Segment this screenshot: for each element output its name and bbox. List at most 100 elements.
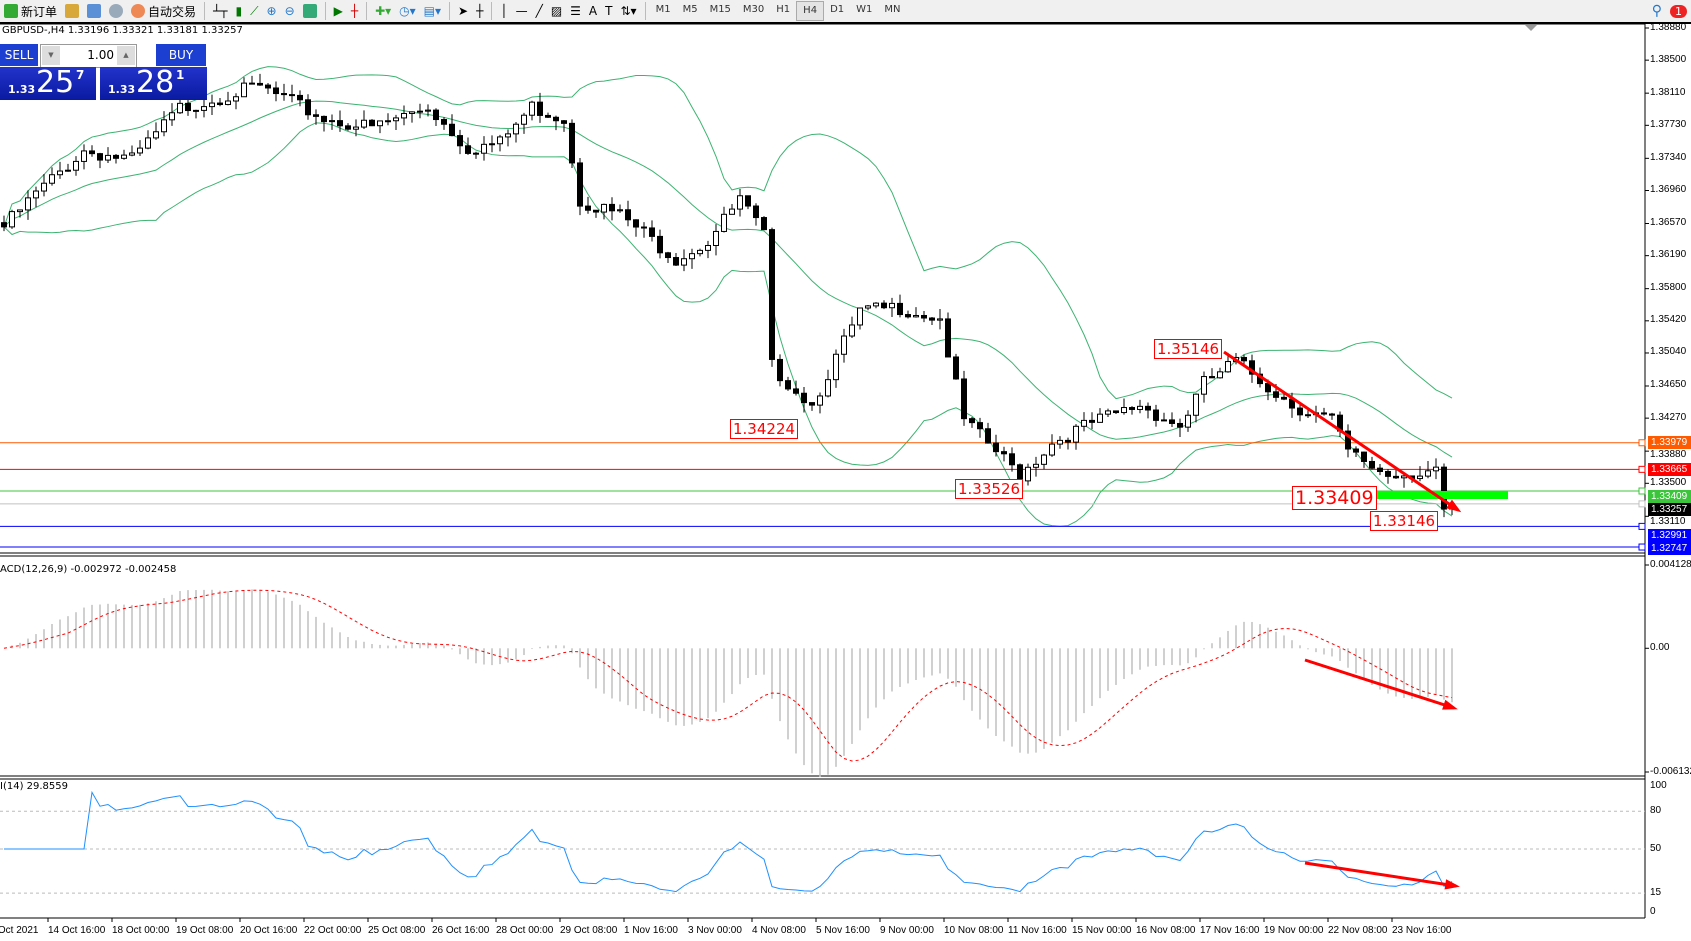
candle-body <box>33 190 39 199</box>
rsi-trend-arrow-head <box>1444 879 1460 890</box>
candle-body <box>1057 439 1063 445</box>
bar-chart-button[interactable]: ┴┬ <box>209 1 231 21</box>
price-tick-label: 1.35040 <box>1650 346 1687 358</box>
candle-body <box>1273 391 1279 398</box>
candle-body <box>721 213 727 232</box>
candle-body <box>145 137 151 149</box>
candle-body <box>841 335 847 355</box>
channel-button[interactable]: ▨ <box>547 1 566 21</box>
lot-size-input[interactable]: 1.00 <box>87 48 114 62</box>
timeframe-mn[interactable]: MN <box>884 4 901 15</box>
chart-shift-button[interactable]: ┼ <box>347 1 362 21</box>
timeframe-h4[interactable]: H4 <box>796 1 825 21</box>
candle-body <box>89 150 95 155</box>
candle-body <box>321 115 327 123</box>
text-label-icon: T <box>605 4 613 18</box>
candle-body <box>993 442 999 453</box>
text-button[interactable]: A <box>585 1 601 21</box>
text-label-button[interactable]: T <box>601 1 616 21</box>
candle-body <box>577 162 583 207</box>
macd-trend-arrow <box>1304 658 1455 710</box>
candle-body <box>1441 466 1447 510</box>
timeframe-m1[interactable]: M1 <box>655 4 671 15</box>
time-axis-label: 4 Nov 08:00 <box>752 925 806 936</box>
toolbar: 新订单 自动交易 ┴┬ ▮ ⟋ ⊕ ⊖ ▶ ┼ ✚▾ ◷▾ ▤▾ ➤ ┼ │ —… <box>0 0 1691 24</box>
sell-button[interactable]: SELL <box>0 44 38 66</box>
candle-body <box>1081 419 1087 427</box>
candle-body <box>865 305 871 309</box>
candle-body <box>801 392 807 404</box>
candle-body <box>913 314 919 318</box>
candle-body <box>1001 451 1007 455</box>
candle-body <box>1065 439 1071 443</box>
candle-body <box>1089 419 1095 423</box>
candle-body <box>353 126 359 130</box>
horizontal-line-button[interactable]: — <box>512 1 532 21</box>
auto-trading-button[interactable]: 自动交易 <box>127 1 200 21</box>
candle-body <box>1353 448 1359 453</box>
bar-chart-icon: ┴┬ <box>213 4 228 18</box>
time-axis-label: 29 Oct 08:00 <box>560 925 618 936</box>
cursor-button[interactable]: ➤ <box>454 1 472 21</box>
candle-body <box>1113 410 1119 414</box>
zoom-out-button[interactable]: ⊖ <box>281 1 299 21</box>
candle-body <box>129 152 135 156</box>
candle-body <box>793 388 799 394</box>
candle-body <box>1185 414 1191 428</box>
candle-body <box>529 101 535 116</box>
timeframe-m5[interactable]: M5 <box>682 4 698 15</box>
time-axis-label: 22 Nov 08:00 <box>1328 925 1388 936</box>
timeframe-m30[interactable]: M30 <box>742 4 765 15</box>
line-chart-button[interactable]: ⟋ <box>246 1 262 21</box>
candle-body <box>1369 460 1375 469</box>
navigator-button[interactable] <box>61 1 83 21</box>
vertical-line-button[interactable]: │ <box>496 1 511 21</box>
candle-chart-button[interactable]: ▮ <box>231 1 246 21</box>
time-axis-label: 25 Oct 08:00 <box>368 925 426 936</box>
terminal-button[interactable] <box>83 1 105 21</box>
candle-body <box>1153 409 1159 421</box>
time-axis-label: 14 Oct 16:00 <box>48 925 106 936</box>
candle-body <box>625 209 631 221</box>
buy-button[interactable]: BUY <box>156 44 206 66</box>
candle-body <box>1377 467 1383 472</box>
lot-increase-button[interactable]: ▲ <box>117 46 135 65</box>
new-order-button[interactable]: 新订单 <box>0 1 61 21</box>
periods-button[interactable]: ◷▾ <box>395 1 420 21</box>
candle-body <box>1033 463 1039 468</box>
sell-price-box[interactable]: 1.33 25 7 <box>0 65 96 100</box>
tile-windows-button[interactable] <box>299 1 321 21</box>
auto-trading-icon <box>131 4 146 18</box>
time-axis-label: 10 Nov 08:00 <box>944 925 1004 936</box>
timeframe-h1[interactable]: H1 <box>776 4 791 15</box>
divider <box>449 2 451 20</box>
macd-label: ACD(12,26,9) -0.002972 -0.002458 <box>0 564 177 575</box>
lot-decrease-button[interactable]: ▼ <box>42 46 60 65</box>
autoscroll-button[interactable]: ▶ <box>330 1 347 21</box>
price-annotation: 1.33409 <box>1292 486 1377 510</box>
fibonacci-button[interactable]: ☰ <box>566 1 585 21</box>
templates-button[interactable]: ▤▾ <box>420 1 445 21</box>
candle-body <box>737 195 743 210</box>
timeframe-d1[interactable]: D1 <box>830 4 845 15</box>
arrows-button[interactable]: ⇅▾ <box>616 1 640 21</box>
crosshair-button[interactable]: ┼ <box>472 1 487 21</box>
candle-body <box>1209 376 1215 379</box>
time-axis-label: 11 Nov 16:00 <box>1008 925 1067 936</box>
notifications-button[interactable]: 1 <box>1666 1 1691 21</box>
candle-body <box>937 318 943 321</box>
candle-body <box>449 123 455 137</box>
signals-button[interactable] <box>105 1 127 21</box>
zoom-in-button[interactable]: ⊕ <box>263 1 281 21</box>
timeframe-m15[interactable]: M15 <box>709 4 731 15</box>
buy-price-box[interactable]: 1.33 28 1 <box>100 65 207 100</box>
candle-body <box>73 160 79 171</box>
candle-body <box>1041 454 1047 465</box>
trendline-button[interactable]: ╱ <box>532 1 547 21</box>
zoom-in-icon: ⊕ <box>266 4 277 18</box>
search-button[interactable]: ⚲ <box>1648 1 1666 21</box>
timeframe-w1[interactable]: W1 <box>856 4 873 15</box>
indicators-button[interactable]: ✚▾ <box>371 1 395 21</box>
divider <box>366 2 368 20</box>
